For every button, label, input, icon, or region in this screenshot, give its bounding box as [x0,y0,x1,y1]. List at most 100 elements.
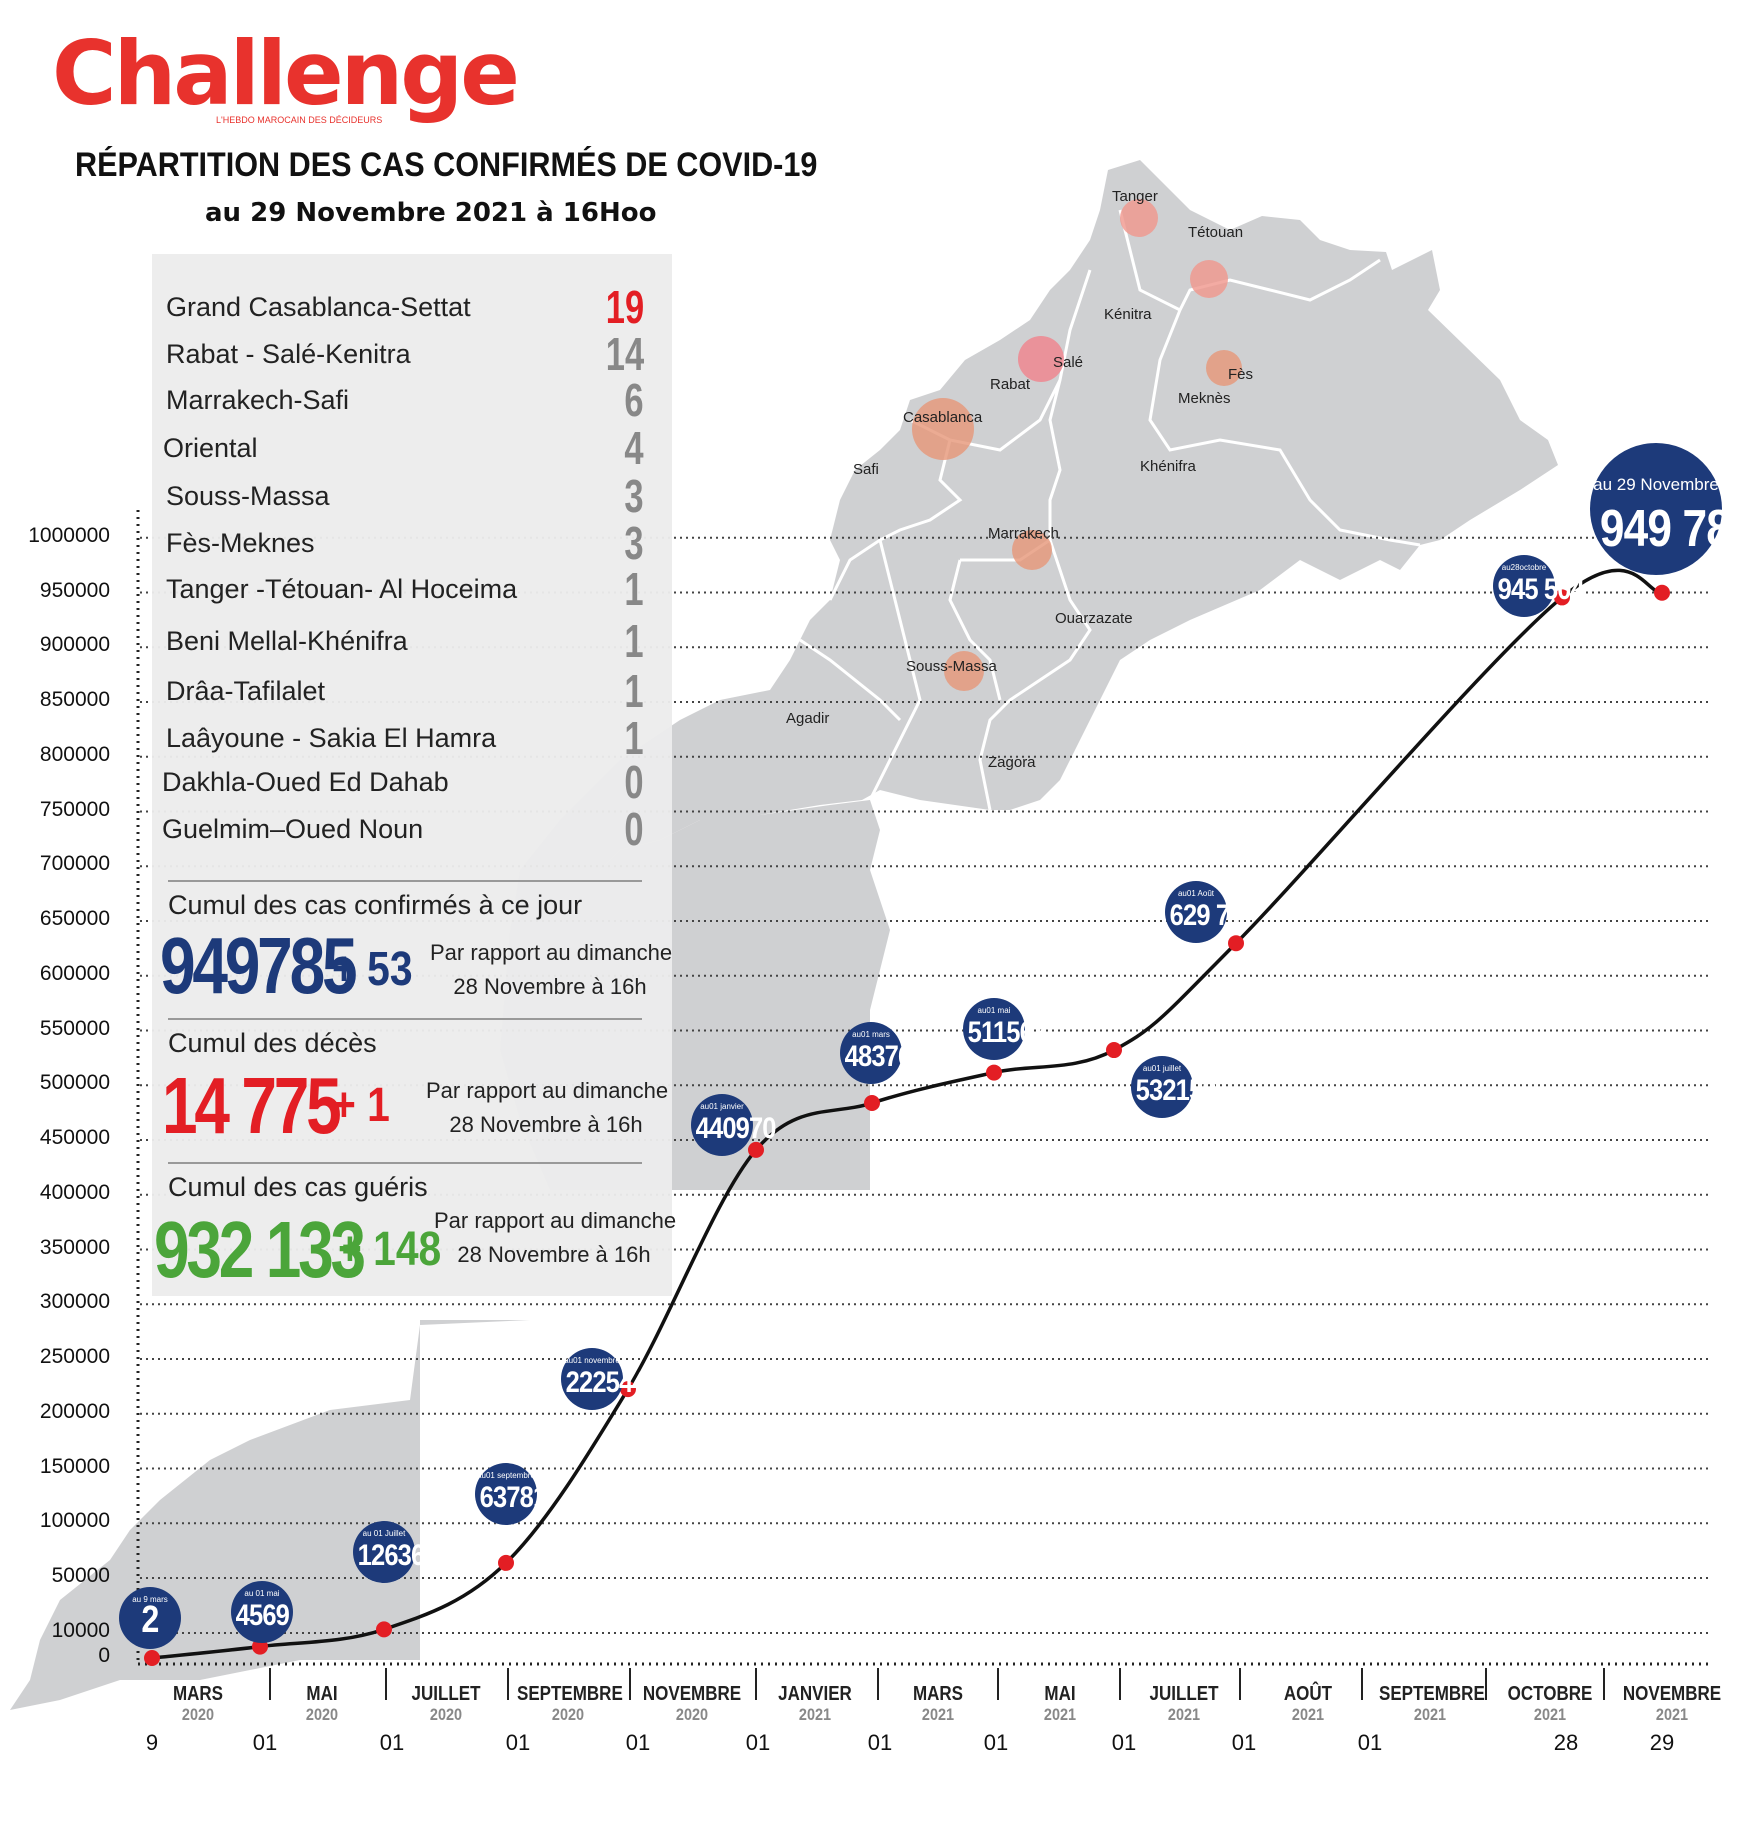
y-tick-label: 100000 [39,1509,110,1533]
bubble-value: 440970 [695,1112,777,1145]
info-panel: Grand Casablanca-Settat 19 Rabat - Salé-Ke… [152,254,677,1296]
divider [168,1018,642,1020]
city-label: Ouarzazate [1055,610,1133,627]
bubble-value: 511562 [967,1016,1047,1049]
city-label: Zagora [988,754,1036,771]
x-month-label: SEPTEMBRE 2020 [517,1684,623,1723]
bubble-value: 222544 [565,1366,647,1399]
comparison-line: Par rapport au dimanche [426,1078,669,1103]
bubble-date: au 01 mai [244,1589,280,1598]
divider [168,1162,642,1164]
region-name: Drâa-Tafilalet [166,676,326,706]
month-name: AOÛT [1283,1683,1333,1705]
x-day-label: 01 [867,1730,893,1755]
region-name: Fès-Meknes [166,528,315,558]
month-year: 2021 [1167,1705,1201,1724]
month-year: 2020 [181,1705,215,1724]
y-tick-label: 500000 [39,1071,110,1095]
month-year: 2021 [1413,1705,1447,1724]
bubble-date: au28octobre [1501,563,1547,572]
city-label: Tétouan [1188,224,1244,241]
x-day-label: 01 [745,1730,771,1755]
bubble-value: 63781 [479,1481,548,1514]
x-day-label: 01 [379,1730,405,1755]
y-tick-label: 10000 [51,1619,110,1642]
x-day-label: 01 [1111,1730,1137,1755]
city-label: Fès [1228,366,1254,383]
x-day-label: 01 [1231,1730,1257,1755]
month-year: 2021 [1291,1705,1325,1724]
bubble-value: 949 785 [1599,500,1748,558]
bubble-date: au01 Août [1177,889,1215,898]
bubble-casablanca [912,398,974,460]
month-name: MARS [172,1683,224,1705]
bubble-tanger [1120,199,1158,237]
value-bubble: au 29 Novembre 949 785 [1590,443,1748,575]
recovered-total: 932 133 [154,1205,366,1294]
region-count: 19 [605,281,644,333]
region-name: Marrakech-Safi [166,385,350,415]
page-subtitle: au 29 Novembre 2021 à 16Hoo [205,198,657,228]
comparison-date: 28 Novembre à 16h [449,1112,643,1137]
bubble-date: au01 septembre [477,1471,535,1480]
page-title: RÉPARTITION DES CAS CONFIRMÉS DE COVID-1… [75,146,818,184]
value-bubble: au01 novembre 222544 [561,1348,647,1410]
month-name: MARS [912,1683,964,1705]
data-point [376,1621,392,1638]
divider [168,880,642,882]
month-name: NOVEMBRE [1622,1683,1722,1705]
bubble-fes [1206,350,1242,386]
city-label: Meknès [1178,390,1231,407]
logo-tagline: L'HEBDO MAROCAIN DES DÉCIDEURS [216,115,383,125]
x-month-label: NOVEMBRE 2020 [641,1684,743,1723]
region-count: 4 [624,422,644,474]
month-year: 2020 [305,1705,339,1724]
y-tick-label: 1000000 [28,523,110,547]
region-count: 1 [624,563,644,615]
bubble-value: 945 504 [1497,573,1585,606]
confirmed-delta: + 53 [332,946,413,994]
region-count: 1 [624,665,644,717]
map-region-borders [799,209,1421,811]
x-month-label: SEPTEMBRE 2021 [1379,1684,1485,1724]
bubble-date: au01 janvier [700,1102,744,1111]
x-day-label: 01 [252,1730,278,1755]
y-tick-label: 550000 [39,1016,110,1040]
month-name: JANVIER [778,1683,852,1705]
value-bubble: au01 Août 629 717 [1165,881,1257,943]
confirmed-total: 949785 [160,921,358,1010]
value-bubble: au 01 mai 4569 [231,1581,293,1643]
city-label: Casablanca [903,409,983,426]
deaths-delta: + 1 [332,1079,390,1132]
x-month-label: NOVEMBRE 2021 [1621,1684,1723,1723]
x-day-label: 01 [983,1730,1009,1755]
month-year: 2020 [429,1705,463,1724]
comparison-date: 28 Novembre à 16h [453,974,647,999]
data-point [1228,935,1244,952]
deaths-comparison: Par rapport au dimanche 28 Novembre à 16h [426,1074,669,1142]
region-name: Rabat - Salé-Kenitra [166,339,411,369]
data-point [498,1554,514,1571]
value-bubble: au01 septembre 63781 [475,1463,548,1525]
data-point [144,1649,160,1666]
y-tick-label: 650000 [39,907,110,930]
recovered-comparison: Par rapport au dimanche 28 Novembre à 16h [434,1204,677,1272]
city-label: Kénitra [1104,306,1152,323]
recovered-delta: + 148 [338,1223,442,1276]
x-month-label: JUILLET 2020 [395,1684,497,1723]
value-bubble: au01 mars 483766 [840,1022,926,1084]
y-tick-label: 600000 [39,961,110,985]
bubble-value: 483766 [844,1040,926,1073]
y-tick-label: 950000 [39,578,110,602]
bubble-tetouan [1190,260,1228,298]
comparison-line: Par rapport au dimanche [434,1208,677,1233]
region-count: 6 [624,374,644,426]
region-name: Laâyoune - Sakia El Hamra [166,723,497,753]
region-name: Oriental [163,433,258,463]
confirmed-delta-value: + 53 [332,943,413,996]
x-month-label: OCTOBRE 2021 [1499,1684,1601,1723]
data-point [748,1141,764,1158]
x-month-label: JUILLET 2021 [1133,1684,1235,1723]
bubble-marrakech [1012,530,1052,570]
